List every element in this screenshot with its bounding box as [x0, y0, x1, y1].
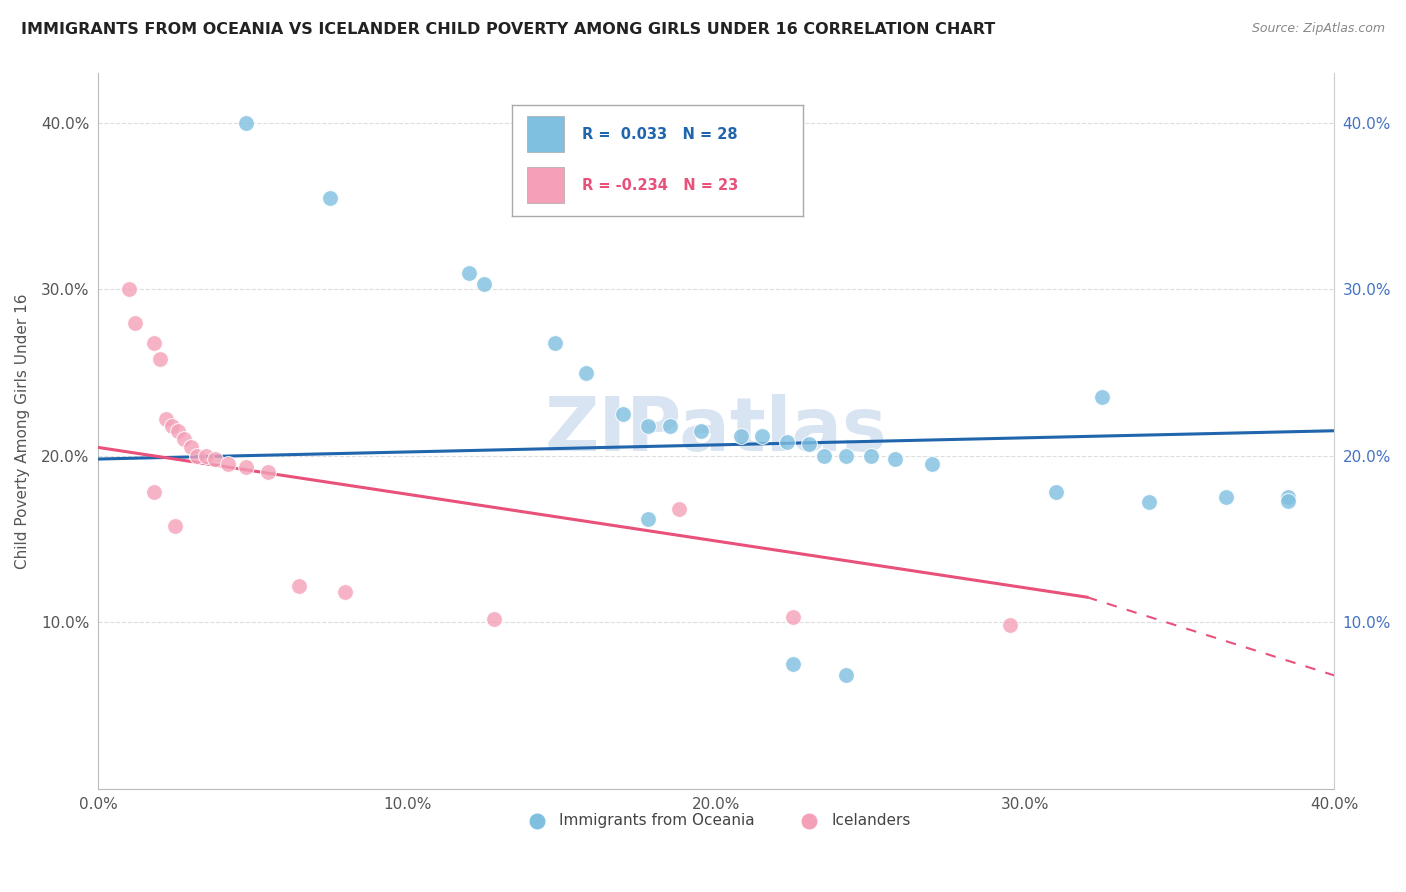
Point — [689, 424, 711, 438]
Point — [457, 266, 479, 280]
Point — [217, 457, 239, 471]
Point — [782, 610, 804, 624]
Point — [167, 424, 190, 438]
Point — [1091, 391, 1114, 405]
Point — [544, 335, 567, 350]
Point — [668, 502, 690, 516]
Text: ZIPatlas: ZIPatlas — [544, 394, 887, 467]
Point — [884, 452, 907, 467]
Point — [257, 466, 280, 480]
Point — [782, 657, 804, 671]
Point — [813, 449, 835, 463]
Point — [173, 432, 195, 446]
Text: Source: ZipAtlas.com: Source: ZipAtlas.com — [1251, 22, 1385, 36]
Point — [142, 335, 165, 350]
Point — [180, 441, 202, 455]
Legend: Immigrants from Oceania, Icelanders: Immigrants from Oceania, Icelanders — [515, 807, 917, 835]
Point — [155, 412, 177, 426]
Point — [124, 316, 146, 330]
Point — [998, 618, 1021, 632]
Point — [658, 418, 681, 433]
Point — [1277, 491, 1299, 505]
Point — [149, 352, 172, 367]
Point — [482, 612, 505, 626]
Point — [165, 518, 187, 533]
Point — [835, 449, 858, 463]
Point — [575, 366, 598, 380]
Text: IMMIGRANTS FROM OCEANIA VS ICELANDER CHILD POVERTY AMONG GIRLS UNDER 16 CORRELAT: IMMIGRANTS FROM OCEANIA VS ICELANDER CHI… — [21, 22, 995, 37]
Point — [730, 429, 752, 443]
Point — [859, 449, 882, 463]
Point — [835, 668, 858, 682]
Point — [235, 460, 257, 475]
Point — [1137, 495, 1160, 509]
Point — [1277, 493, 1299, 508]
Y-axis label: Child Poverty Among Girls Under 16: Child Poverty Among Girls Under 16 — [15, 293, 30, 568]
Point — [186, 449, 208, 463]
Point — [142, 485, 165, 500]
Point — [472, 277, 495, 292]
Point — [204, 452, 226, 467]
Point — [921, 457, 943, 471]
Point — [319, 191, 342, 205]
Point — [1045, 485, 1067, 500]
Point — [160, 418, 183, 433]
Point — [118, 282, 141, 296]
Point — [1215, 491, 1237, 505]
Point — [235, 116, 257, 130]
Point — [637, 418, 659, 433]
Point — [751, 429, 773, 443]
Point — [637, 512, 659, 526]
Point — [288, 578, 311, 592]
Point — [797, 437, 820, 451]
Point — [776, 435, 799, 450]
Point — [335, 585, 357, 599]
Point — [612, 407, 634, 421]
Point — [195, 449, 218, 463]
